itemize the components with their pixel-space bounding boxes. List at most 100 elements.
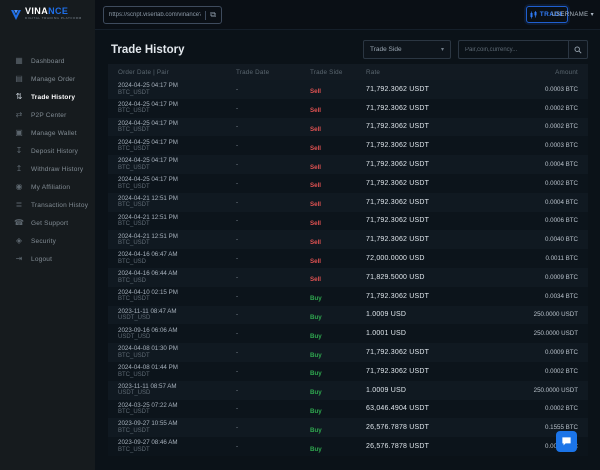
search-button[interactable] [568, 40, 588, 59]
sidebar-item-manage-order[interactable]: ▤ Manage Order [0, 70, 95, 88]
trade-side-badge: Buy [310, 389, 322, 396]
trade-date: - [236, 387, 310, 394]
amount: 0.0004 BTC [478, 161, 578, 168]
sidebar-item-dashboard[interactable]: ▦ Dashboard [0, 52, 95, 70]
amount: 0.0009 BTC [478, 349, 578, 356]
order-date: 2024-04-16 06:47 AM [118, 251, 236, 259]
amount: 0.0034 BTC [478, 293, 578, 300]
rate: 71,792.3062 USDT [366, 142, 478, 149]
order-date: 2024-04-21 12:51 PM [118, 214, 236, 222]
sidebar-item-label: Transaction Histoy [31, 202, 88, 209]
trade-side-badge: Sell [310, 239, 321, 246]
trade-date: - [236, 180, 310, 187]
pair: BTC_USDT [118, 146, 236, 153]
trade-date: - [236, 142, 310, 149]
order-date: 2024-04-10 02:15 PM [118, 289, 236, 297]
sidebar-item-transaction-histoy[interactable]: ≣ Transaction Histoy [0, 196, 95, 214]
rate: 1.0009 USD [366, 387, 478, 394]
trade-date: - [236, 236, 310, 243]
sidebar-item-label: Dashboard [31, 58, 65, 65]
sidebar-item-trade-history[interactable]: ⇅ Trade History [0, 88, 95, 106]
trade-date: - [236, 255, 310, 262]
sidebar-item-logout[interactable]: ⇥ Logout [0, 250, 95, 268]
trade-date: - [236, 161, 310, 168]
deposit-icon: ↧ [14, 146, 24, 156]
trade-date: - [236, 293, 310, 300]
trade-date: - [236, 424, 310, 431]
rate: 71,792.3062 USDT [366, 105, 478, 112]
order-date: 2024-04-25 04:17 PM [118, 157, 236, 165]
rate: 26,576.7878 USDT [366, 443, 478, 450]
trade-side-badge: Sell [310, 182, 321, 189]
caret-down-icon: ▾ [441, 46, 444, 53]
support-chat-button[interactable] [556, 431, 577, 452]
trade-side-badge: Sell [310, 145, 321, 152]
trade-date: - [236, 405, 310, 412]
amount: 250.0000 USDT [478, 330, 578, 337]
affiliation-icon: ◉ [14, 182, 24, 192]
trade-side-badge: Buy [310, 427, 322, 434]
amount: 0.0002 BTC [478, 405, 578, 412]
rate: 71,792.3062 USDT [366, 349, 478, 356]
brand-tagline: DIGITAL TRADING PLATFORM [25, 17, 82, 20]
sidebar-item-security[interactable]: ◈ Security [0, 232, 95, 250]
sidebar-item-withdraw-history[interactable]: ↥ Withdraw History [0, 160, 95, 178]
order-date: 2024-04-25 04:17 PM [118, 120, 236, 128]
table-row: 2023-11-11 08:47 AM USDT_USD - Buy 1.000… [108, 306, 588, 325]
trade-history-table: Order Date | Pair Trade Date Trade Side … [108, 64, 588, 456]
rate: 71,792.3062 USDT [366, 217, 478, 224]
amount: 250.0000 USDT [478, 387, 578, 394]
logout-icon: ⇥ [14, 254, 24, 264]
trade-date: - [236, 199, 310, 206]
sidebar-menu: ▦ Dashboard ▤ Manage Order ⇅ Trade Histo… [0, 30, 95, 268]
trade-side-badge: Sell [310, 107, 321, 114]
amount: 0.0003 BTC [478, 86, 578, 93]
orders-icon: ▤ [14, 74, 24, 84]
table-row: 2023-09-27 08:46 AM BTC_USDT - Buy 26,57… [108, 437, 588, 456]
pair: BTC_USD [118, 278, 236, 285]
user-menu[interactable]: username ▾ [551, 11, 594, 18]
trade-date: - [236, 368, 310, 375]
table-row: 2024-04-21 12:51 PM BTC_USDT - Sell 71,7… [108, 230, 588, 249]
pair: BTC_USDT [118, 372, 236, 379]
pair: USDT_USD [118, 334, 236, 341]
support-icon: ☎ [14, 218, 24, 228]
sidebar-item-deposit-history[interactable]: ↧ Deposit History [0, 142, 95, 160]
sidebar-item-p2p-center[interactable]: ⇄ P2P Center [0, 106, 95, 124]
sidebar-item-manage-wallet[interactable]: ▣ Manage Wallet [0, 124, 95, 142]
copy-icon[interactable]: ⧉ [210, 11, 216, 19]
amount: 0.0006 BTC [478, 217, 578, 224]
rate: 72,000.0000 USD [366, 255, 478, 262]
trade-date: - [236, 443, 310, 450]
main-content: Trade History Trade Side ▾ Order Date | … [95, 30, 600, 470]
table-row: 2024-04-25 04:17 PM BTC_USDT - Sell 71,7… [108, 99, 588, 118]
amount: 0.0004 BTC [478, 199, 578, 206]
trade-side-badge: Sell [310, 276, 321, 283]
table-row: 2024-04-21 12:51 PM BTC_USDT - Sell 71,7… [108, 193, 588, 212]
trade-date: - [236, 349, 310, 356]
sidebar-item-my-affiliation[interactable]: ◉ My Affiliation [0, 178, 95, 196]
table-row: 2024-04-16 06:44 AM BTC_USD - Sell 71,82… [108, 268, 588, 287]
table-row: 2024-04-08 01:30 PM BTC_USDT - Buy 71,79… [108, 343, 588, 362]
col-header-rate: Rate [366, 69, 478, 76]
amount: 0.0011 BTC [478, 255, 578, 262]
order-date: 2024-04-21 12:51 PM [118, 195, 236, 203]
order-date: 2024-04-25 04:17 PM [118, 176, 236, 184]
sidebar-item-get-support[interactable]: ☎ Get Support [0, 214, 95, 232]
trade-side-badge: Sell [310, 220, 321, 227]
order-date: 2024-03-25 07:22 AM [118, 402, 236, 410]
trade-side-badge: Buy [310, 408, 322, 415]
sidebar-item-label: Trade History [31, 94, 75, 101]
search-input[interactable] [458, 40, 568, 59]
pair: USDT_USD [118, 315, 236, 322]
wallet-icon: ▣ [14, 128, 24, 138]
trade-side-badge: Buy [310, 333, 322, 340]
trade-side-select[interactable]: Trade Side ▾ [363, 40, 451, 59]
rate: 71,792.3062 USDT [366, 199, 478, 206]
chat-icon [561, 436, 572, 447]
vinance-logo-icon [10, 9, 22, 21]
brand-logo[interactable]: VINANCE DIGITAL TRADING PLATFORM [10, 7, 134, 23]
trade-date: - [236, 330, 310, 337]
pair: BTC_USDT [118, 240, 236, 247]
username-label: username [551, 12, 588, 18]
